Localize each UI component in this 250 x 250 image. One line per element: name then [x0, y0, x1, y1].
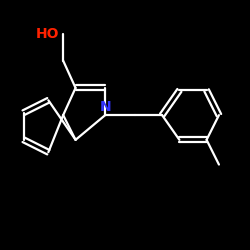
Text: N: N — [100, 100, 111, 114]
Text: HO: HO — [36, 26, 60, 40]
